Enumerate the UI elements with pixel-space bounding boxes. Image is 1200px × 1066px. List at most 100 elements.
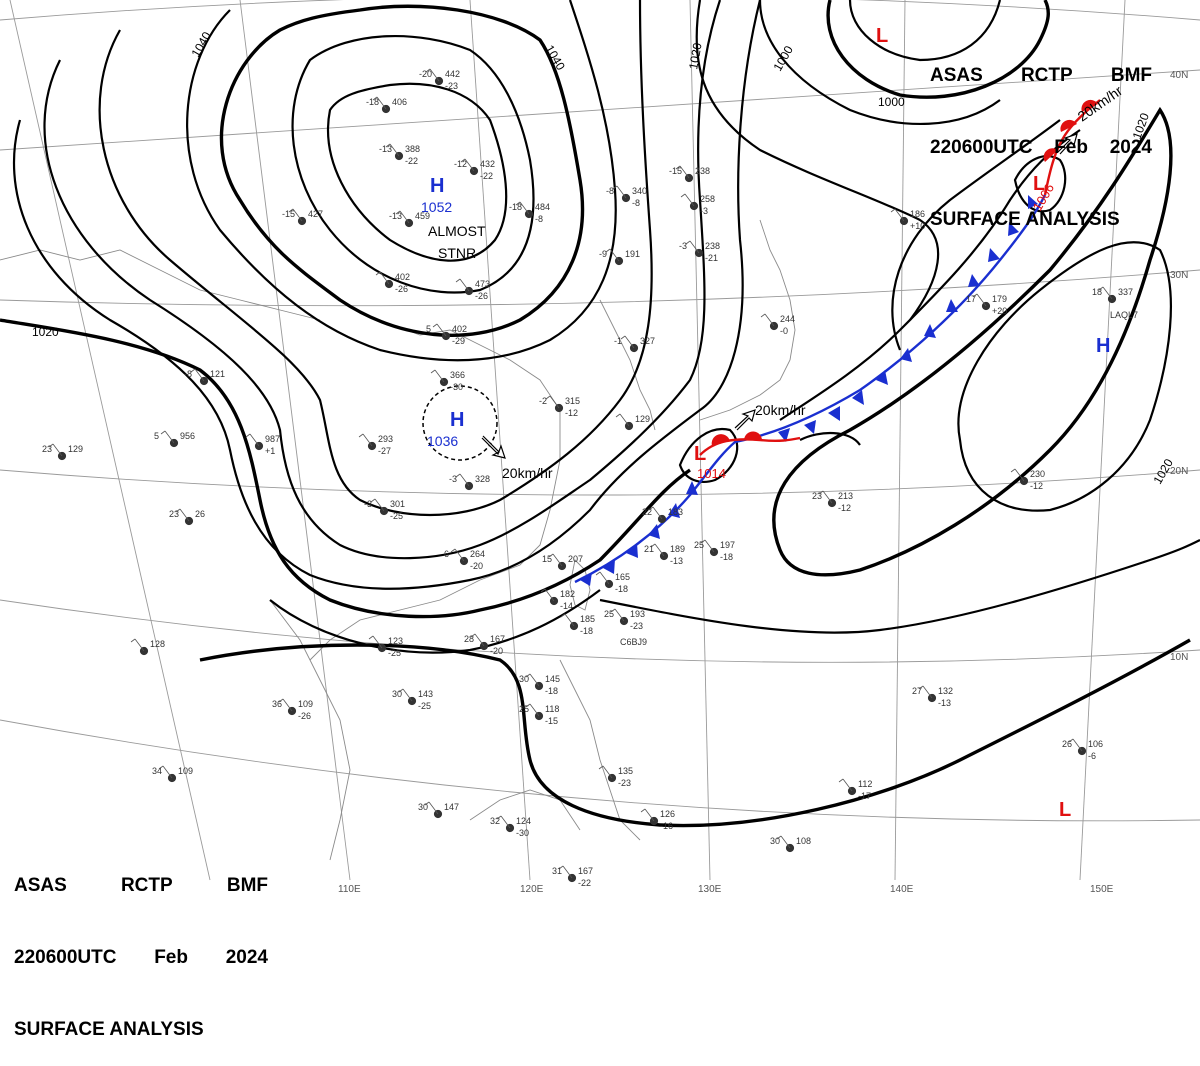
- latitude-label: 40N: [1170, 70, 1188, 81]
- station-pressure: 197: [720, 540, 735, 550]
- wind-barb-icon: [918, 685, 933, 699]
- station-pressure: 238: [695, 166, 710, 176]
- motion-arrow-icon: [1057, 133, 1078, 155]
- wind-barb-icon: [430, 369, 445, 383]
- station-plot: 36 109 -26: [272, 698, 313, 721]
- station-pressure: 109: [178, 766, 193, 776]
- station-pressure: 26: [195, 509, 205, 519]
- station-pressure-tendency: -14: [560, 601, 573, 611]
- isobar-1048: [327, 82, 508, 262]
- low-center-symbol: L: [1033, 173, 1045, 195]
- grid-labels: 110E 120E 130E 140E 150E 40N 30N 20N 10N: [338, 70, 1188, 895]
- station-temperature: -15: [669, 166, 682, 176]
- cold-front-barb: [778, 428, 790, 442]
- wind-barb-icon: [425, 68, 440, 82]
- station-temperature: 32: [490, 816, 500, 826]
- station-plot: 23 26: [169, 508, 205, 526]
- station-pressure: 193: [630, 609, 645, 619]
- warm-front-1: [699, 431, 801, 456]
- station-pressure: 473: [475, 279, 490, 289]
- wind-barb-icon: [368, 635, 383, 649]
- ship-id: C6BJ9: [620, 637, 647, 647]
- station-plot: 293-27: [358, 433, 393, 456]
- low-center-symbol: L: [876, 25, 888, 47]
- station-temperature: -13: [379, 144, 392, 154]
- wind-barb-icon: [515, 201, 530, 215]
- coast-borneo: [469, 789, 581, 831]
- wind-barb-icon: [175, 508, 190, 522]
- station-pressure: 109: [298, 699, 313, 709]
- station-plot: -3 301 -25: [364, 498, 405, 521]
- wind-barb-icon: [372, 96, 387, 110]
- station-pressure: 264: [470, 549, 485, 559]
- isobar-1008-e: [799, 431, 861, 446]
- station-plot: 473-26: [455, 278, 490, 301]
- station-plot: 126-16: [640, 808, 675, 831]
- cold-front-barb: [828, 406, 840, 421]
- station-plot: -1 327: [614, 335, 655, 353]
- latitude-label: 20N: [1170, 466, 1188, 477]
- station-temperature: 25: [604, 609, 614, 619]
- parallel-40n: [0, 69, 1200, 151]
- station-temperature: -3: [449, 474, 457, 484]
- isobar-label: 1000: [878, 95, 905, 109]
- station-temperature: -15: [282, 209, 295, 219]
- meridian-130e: [689, 0, 711, 881]
- high-center-note: ALMOST: [428, 223, 486, 239]
- isobar-1000-north: [826, 0, 1050, 99]
- cold-front-barb: [968, 274, 980, 287]
- station-pressure-tendency: -8: [632, 198, 640, 208]
- station-pressure-tendency: -20: [490, 646, 503, 656]
- station-pressure: 124: [516, 816, 531, 826]
- isobar-1020-south: [199, 638, 1191, 828]
- header-field: RCTP: [1020, 65, 1073, 86]
- station-pressure: 108: [796, 836, 811, 846]
- station-plot: 186+10: [890, 208, 925, 231]
- station-pressure-tendency: -26: [395, 284, 408, 294]
- wind-barb-icon: [130, 638, 145, 652]
- station-temperature: -8: [184, 369, 192, 379]
- motion-speed: 20km/hr: [502, 465, 553, 481]
- header-bottom: ASAS RCTP BMF 220600UTC Feb 2024 SURFACE ANA…: [14, 826, 268, 1066]
- wind-barb-icon: [470, 633, 485, 647]
- station-temperature: 28: [464, 634, 474, 644]
- wind-barb-icon: [675, 165, 690, 179]
- station-plot: 30 143 -25: [392, 688, 433, 711]
- station-pressure: 293: [378, 434, 393, 444]
- station-temperature: -12: [454, 159, 467, 169]
- station-plot: -13 388 -22: [379, 143, 420, 166]
- station-plot: 22 183: [642, 506, 683, 524]
- motion-speed: 20km/hr: [755, 402, 806, 418]
- isobar-1044: [291, 34, 535, 294]
- station-pressure: 165: [615, 572, 630, 582]
- station-pressure-tendency: -8: [535, 214, 543, 224]
- cold-front-barb: [852, 390, 864, 405]
- latitude-label: 10N: [1170, 652, 1188, 663]
- wind-barb-icon: [548, 553, 563, 567]
- station-plot: -18 406: [366, 96, 407, 114]
- cold-front-barb: [876, 370, 888, 385]
- cold-front-barb: [686, 481, 698, 495]
- wind-barb-icon: [540, 588, 555, 602]
- station-pressure-tendency: -12: [565, 408, 578, 418]
- station-temperature: 23: [169, 509, 179, 519]
- cold-front-barb: [1028, 195, 1038, 209]
- wind-barb-icon: [358, 433, 373, 447]
- wind-barb-icon: [385, 143, 400, 157]
- station-pressure: 258: [700, 194, 715, 204]
- high-center-symbol: H: [1096, 335, 1110, 357]
- station-temperature: 25: [519, 704, 529, 714]
- station-plot: 5 402 -29: [426, 323, 467, 346]
- coast-indochina: [269, 599, 351, 861]
- station-pressure-tendency: -30: [516, 828, 529, 838]
- station-temperature: 25: [694, 540, 704, 550]
- station-temperature: 5: [426, 324, 431, 334]
- station-pressure: 147: [444, 802, 459, 812]
- station-temperature: 22: [642, 507, 652, 517]
- wind-barb-icon: [620, 335, 635, 349]
- station-temperature: 34: [152, 766, 162, 776]
- wind-barb-icon: [598, 765, 613, 779]
- wind-barb-icon: [776, 835, 791, 849]
- cold-front-line: [574, 194, 1047, 584]
- cold-front-barb: [946, 299, 958, 312]
